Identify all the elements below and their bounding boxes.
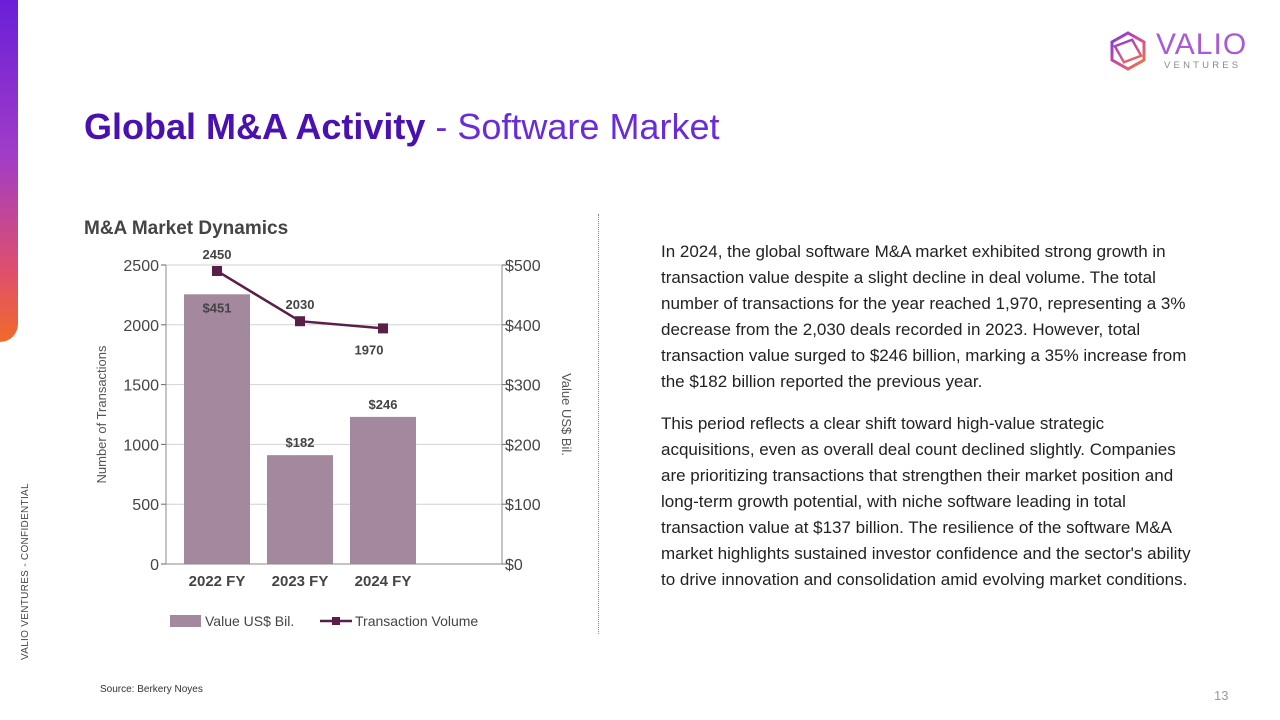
y-left-tick-label: 2500 <box>123 258 159 275</box>
y-right-tick-label: $300 <box>505 378 541 395</box>
y-right-tick-label: $0 <box>505 557 523 574</box>
x-category-label: 2022 FY <box>189 573 246 590</box>
bar-2024-fy <box>350 416 416 564</box>
paragraph-2: This period reflects a clear shift towar… <box>661 414 1191 589</box>
bar-value-label: $182 <box>286 435 315 450</box>
y-right-tick-label: $100 <box>505 497 541 514</box>
y-left-tick-label: 1500 <box>123 378 159 395</box>
logo-subword: VENTURES <box>1164 60 1242 71</box>
bar-value-label: $451 <box>203 300 232 315</box>
y-right-axis-title: Value US$ Bil. <box>559 373 574 456</box>
page-number: 13 <box>1214 688 1229 703</box>
title-separator: - <box>425 106 458 147</box>
y-right-tick-label: $400 <box>505 318 541 335</box>
legend-swatch-marker <box>332 617 340 625</box>
transaction-volume-marker <box>212 265 222 276</box>
legend-label-value: Value US$ Bil. <box>205 613 294 629</box>
transaction-volume-label: 2030 <box>286 297 315 312</box>
bar-2023-fy <box>267 455 333 564</box>
hexagon-logo-icon <box>1110 31 1146 71</box>
legend-label-volume: Transaction Volume <box>355 613 478 629</box>
y-right-tick-label: $200 <box>505 437 541 454</box>
bar-value-label: $246 <box>369 397 398 412</box>
paragraph-1: In 2024, the global software M&A market … <box>661 242 1187 391</box>
title-light: Software Market <box>457 106 720 147</box>
ma-market-dynamics-chart: M&A Market Dynamics $451 $182 $246 0 $0 500 $… <box>84 218 574 629</box>
bar-2022-fy <box>184 294 250 564</box>
chart-title: M&A Market Dynamics <box>84 218 288 239</box>
x-category-label: 2024 FY <box>355 573 412 590</box>
valio-logo: VALIO VENTURES <box>1106 28 1248 74</box>
accent-bar <box>0 0 18 342</box>
logo-word: VALIO <box>1156 28 1248 61</box>
y-left-tick-label: 2000 <box>123 318 159 335</box>
confidential-label: VALIO VENTURES - CONFIDENTIAL <box>20 483 31 660</box>
source-note: Source: Berkery Noyes <box>100 684 203 695</box>
transaction-volume-label: 1970 <box>355 342 384 357</box>
body-text: In 2024, the global software M&A market … <box>661 239 1201 609</box>
legend-swatch-bar <box>170 615 201 627</box>
section-divider <box>598 214 599 634</box>
y-right-tick-label: $500 <box>505 258 541 275</box>
y-left-tick-label: 0 <box>150 557 159 574</box>
page-title: Global M&A Activity - Software Market <box>84 106 719 148</box>
x-category-label: 2023 FY <box>272 573 329 590</box>
y-left-tick-label: 500 <box>132 497 159 514</box>
title-bold: Global M&A Activity <box>84 106 426 147</box>
y-left-axis-title: Number of Transactions <box>94 345 109 484</box>
transaction-volume-marker <box>295 316 305 327</box>
y-left-tick-label: 1000 <box>123 437 159 454</box>
transaction-volume-marker <box>378 323 388 334</box>
transaction-volume-label: 2450 <box>203 247 232 262</box>
chart-container: M&A Market Dynamics $451 $182 $246 0 $0 500 $… <box>80 208 590 648</box>
